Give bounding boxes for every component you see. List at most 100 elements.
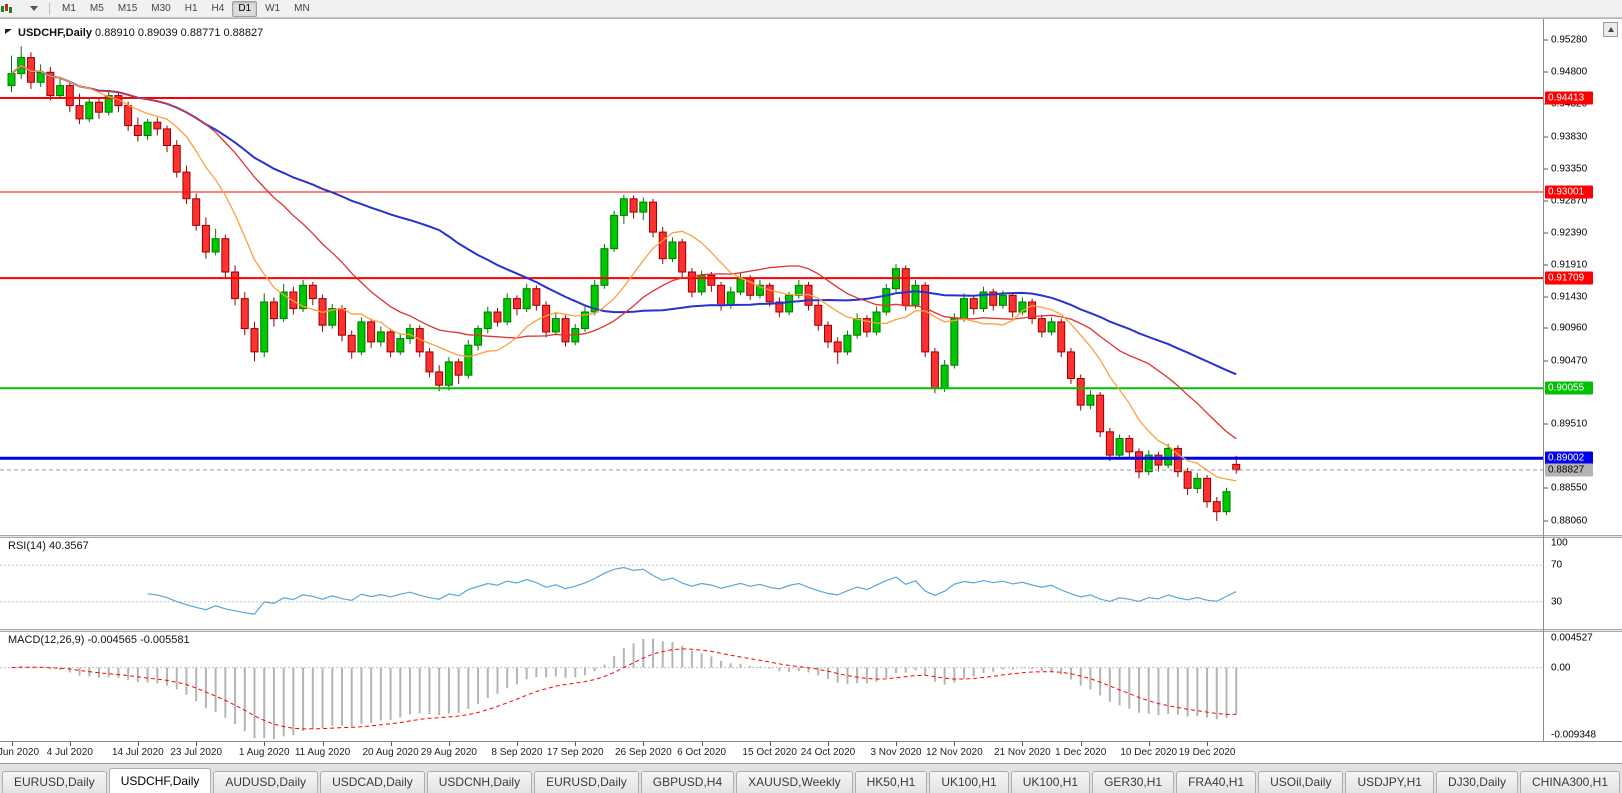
rsi-axis-label: 70	[1551, 559, 1563, 571]
macd-signal-line	[11, 648, 1237, 730]
chart-tab[interactable]: USDCAD,Daily	[320, 771, 425, 793]
price-tick-mark	[1544, 520, 1548, 522]
timeframe-button-M15[interactable]: M15	[117, 2, 138, 14]
date-tick-label: 10 Dec 2020	[1120, 747, 1178, 758]
chart-type-icon[interactable]	[1, 2, 22, 15]
rsi-axis-label: 30	[1551, 596, 1563, 608]
up-arrow-icon	[1607, 27, 1614, 32]
price-tick-label: 0.92870	[1551, 195, 1588, 207]
toolbar: M1 M5 M15 M30 H1 H4 D1 W1 MN	[0, 0, 1622, 18]
chart-tab[interactable]: GER30,H1	[1092, 771, 1175, 793]
chart-tab[interactable]: EURUSD,Daily	[534, 771, 639, 793]
timeframe-button-MN[interactable]: MN	[294, 2, 310, 14]
timeframe-button-M5[interactable]: M5	[89, 2, 104, 14]
date-tick-label: 15 Oct 2020	[742, 747, 797, 758]
date-tick-mark	[1207, 742, 1209, 746]
price-tick-label: 0.88550	[1551, 482, 1588, 494]
price-line-badge[interactable]: 0.91709	[1545, 271, 1593, 285]
price-tick-mark	[1544, 232, 1548, 234]
price-line-badge[interactable]: 0.88827	[1545, 463, 1593, 477]
macd-axis-label: 0.00	[1551, 662, 1571, 674]
date-tick-mark	[954, 742, 956, 746]
date-tick-label: 8 Sep 2020	[491, 747, 543, 758]
chart-window: USDCHF,Daily 0.88910 0.89039 0.88771 0.8…	[0, 18, 1622, 764]
price-tick-mark	[1544, 360, 1548, 362]
symbol-name: USDCHF,Daily	[18, 27, 92, 39]
price-tick-mark	[1544, 200, 1548, 202]
price-axis-border	[1543, 19, 1544, 741]
date-tick-label: 4 Jul 2020	[46, 747, 93, 758]
chart-tab[interactable]: USDCNH,Daily	[426, 771, 533, 793]
macd-label: MACD(12,26,9) -0.004565 -0.005581	[8, 634, 190, 646]
collapse-arrow-icon[interactable]	[5, 29, 12, 34]
date-tick-label: 23 Jul 2020	[170, 747, 223, 758]
price-tick-mark	[1544, 39, 1548, 41]
price-line-badge[interactable]: 0.94413	[1545, 91, 1593, 105]
chart-tab[interactable]: HK50,H1	[854, 771, 928, 793]
candlestick-chart[interactable]	[0, 19, 1543, 535]
ohlc-values: 0.88910 0.89039 0.88771 0.88827	[95, 27, 264, 39]
date-tick-mark	[196, 742, 198, 746]
timeframe-button-H4[interactable]: H4	[211, 2, 225, 14]
date-tick-label: 3 Nov 2020	[870, 747, 922, 758]
date-tick-mark	[896, 742, 898, 746]
chart-tab[interactable]: XAUUSD,Weekly	[736, 771, 853, 793]
price-line-badge[interactable]: 0.90055	[1545, 381, 1593, 395]
timeframe-buttons: M1 M5 M15 M30 H1 H4 D1 W1 MN	[55, 0, 317, 17]
date-tick-mark	[1148, 742, 1150, 746]
chart-tab[interactable]: EURUSD,Daily	[2, 771, 107, 793]
chart-tab[interactable]: UK100,H1	[1010, 771, 1091, 793]
toolbar-separator	[49, 2, 50, 15]
chart-tab[interactable]: USDJPY,H1	[1345, 771, 1434, 793]
price-line-badge[interactable]: 0.93001	[1545, 185, 1593, 199]
pane-separator[interactable]	[0, 629, 1622, 632]
rsi-label: RSI(14) 40.3567	[8, 540, 89, 552]
chart-tab[interactable]: GBPUSD,H4	[640, 771, 735, 793]
price-tick-label: 0.88060	[1551, 515, 1588, 527]
date-tick-mark	[769, 742, 771, 746]
date-tick-mark	[827, 742, 829, 746]
chart-tab[interactable]: USOil,Daily	[1258, 771, 1344, 793]
timeframe-button-M1[interactable]: M1	[62, 2, 76, 14]
chart-tab[interactable]: UK100,H1	[929, 771, 1009, 793]
date-tick-label: 26 Sep 2020	[614, 747, 672, 758]
macd-axis-label: -0.009348	[1551, 729, 1597, 741]
date-tick-mark	[69, 742, 71, 746]
date-tick-mark	[516, 742, 518, 746]
macd-indicator-chart[interactable]	[0, 632, 1543, 741]
price-tick-label: 0.93350	[1551, 163, 1588, 175]
price-tick-mark	[1544, 264, 1548, 266]
date-tick-mark	[264, 742, 266, 746]
timeframe-button-M30[interactable]: M30	[151, 2, 171, 14]
chart-tabs: EURUSD,Daily USDCHF,Daily AUDUSD,Daily USDC…	[0, 768, 1622, 793]
date-tick-label: 29 Aug 2020	[420, 747, 477, 758]
date-tick-label: 12 Nov 2020	[925, 747, 983, 758]
chart-tab[interactable]: FRA40,H1	[1176, 771, 1257, 793]
time-axis: 25 Jun 2020 4 Jul 2020 14 Jul 2020 23 Jul 2…	[0, 741, 1622, 764]
chart-tab[interactable]: USDCHF,Daily	[108, 768, 212, 793]
date-tick-label: 21 Nov 2020	[994, 747, 1051, 758]
moving-average-line-21	[11, 64, 1237, 440]
chart-dropdown-caret-icon[interactable]	[26, 2, 42, 15]
chart-tab[interactable]: DJ30,Daily	[1435, 771, 1518, 793]
scroll-up-button[interactable]	[1603, 22, 1618, 37]
price-tick-label: 0.91430	[1551, 291, 1588, 303]
price-tick-mark	[1544, 327, 1548, 329]
price-tick-label: 0.90470	[1551, 355, 1588, 367]
chart-tab[interactable]: AUDUSD,Daily	[213, 771, 319, 793]
date-tick-label: 1 Aug 2020	[238, 747, 290, 758]
moving-average-line-45	[10, 64, 1237, 376]
date-tick-mark	[448, 742, 450, 746]
timeframe-button-H1[interactable]: H1	[184, 2, 198, 14]
timeframe-button-W1[interactable]: W1	[265, 2, 281, 14]
price-line-badge[interactable]: 0.89002	[1545, 451, 1593, 465]
date-tick-mark	[390, 742, 392, 746]
price-tick-label: 0.94800	[1551, 66, 1588, 78]
rsi-axis-label: 100	[1551, 537, 1568, 549]
price-tick-label: 0.92390	[1551, 227, 1588, 239]
chart-tab[interactable]: CHINA300,H1	[1519, 771, 1621, 793]
rsi-indicator-chart[interactable]	[0, 538, 1543, 629]
timeframe-button-D1[interactable]: D1	[232, 0, 258, 17]
pane-separator[interactable]	[0, 535, 1622, 538]
